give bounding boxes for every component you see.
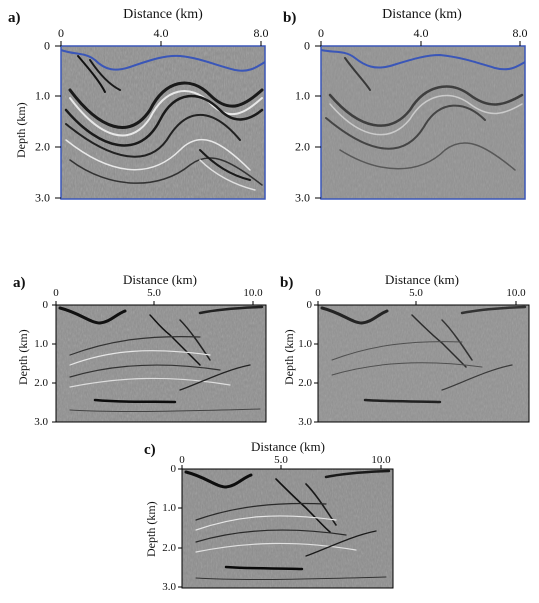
figure-top-b: b) Distance (km) 0 4.0 8.0 0 1.0 2.0 3.0 xyxy=(270,0,539,210)
y-tick-label: 1.0 xyxy=(34,338,48,350)
y-tick-label: 3.0 xyxy=(295,190,310,205)
water-bottom-line xyxy=(60,49,266,72)
y-tick-label: 0 xyxy=(44,38,50,53)
noise-texture xyxy=(321,46,525,199)
x-axis-title: Distance (km) xyxy=(122,272,198,287)
water-bottom-line xyxy=(320,49,526,71)
y-tick-label: 1.0 xyxy=(295,88,310,103)
panel-label: a) xyxy=(8,10,21,26)
y-tick-label: 0 xyxy=(306,299,313,311)
image-frame xyxy=(317,304,530,423)
x-tick-label: 8.0 xyxy=(253,26,269,40)
axis-ticks xyxy=(52,301,254,423)
y-tick-label: 0 xyxy=(304,38,310,53)
y-tick-label: 2.0 xyxy=(34,377,48,389)
axis-ticks xyxy=(178,465,382,588)
figure-bottom-a: a) Distance (km) Depth (km) 0 5.0 10.0 0… xyxy=(0,265,270,435)
x-tick-label: 5.0 xyxy=(274,454,288,466)
y-tick-label: 3.0 xyxy=(35,190,50,205)
image-frame xyxy=(181,468,394,589)
x-tick-label: 10.0 xyxy=(371,454,391,466)
y-tick-label: 3.0 xyxy=(34,416,48,428)
x-tick-label: 0 xyxy=(53,287,59,299)
x-tick-label: 8.0 xyxy=(512,26,528,40)
seismic-image xyxy=(178,465,394,589)
x-axis-title: Distance (km) xyxy=(123,7,203,22)
seismic-image xyxy=(315,41,526,200)
x-tick-label: 4.0 xyxy=(153,26,169,40)
x-tick-label: 0 xyxy=(58,26,64,40)
seismic-image xyxy=(314,301,530,423)
y-tick-label: 0 xyxy=(170,463,177,475)
axis-ticks xyxy=(314,301,517,423)
panel-label: a) xyxy=(13,275,26,291)
x-tick-label: 0 xyxy=(318,26,324,40)
panel-label: c) xyxy=(144,442,156,458)
reflectors xyxy=(64,55,264,191)
y-tick-label: 2.0 xyxy=(298,377,312,389)
image-frame xyxy=(55,304,267,423)
x-tick-label: 10.0 xyxy=(243,287,263,299)
axis-ticks xyxy=(55,41,262,199)
x-tick-label: 10.0 xyxy=(506,287,526,299)
y-tick-label: 3.0 xyxy=(162,581,176,593)
reflectors xyxy=(320,305,527,404)
image-frame xyxy=(60,45,266,200)
y-tick-label: 2.0 xyxy=(162,542,176,554)
x-tick-label: 5.0 xyxy=(409,287,423,299)
figure-bottom-c: c) Distance (km) Depth (km) 0 5.0 10.0 0… xyxy=(130,432,400,603)
reflectors xyxy=(184,469,391,581)
reflectors xyxy=(325,57,524,171)
y-tick-label: 2.0 xyxy=(295,139,310,154)
panel-label: b) xyxy=(283,10,297,26)
noise-texture xyxy=(56,305,266,422)
x-axis-title: Distance (km) xyxy=(384,272,460,287)
seismic-image xyxy=(52,301,267,423)
y-tick-label: 0 xyxy=(42,299,49,311)
noise-texture xyxy=(318,305,529,422)
x-axis-title: Distance (km) xyxy=(382,7,462,22)
x-tick-label: 0 xyxy=(315,287,321,299)
y-tick-label: 3.0 xyxy=(298,416,312,428)
axis-ticks xyxy=(315,41,521,199)
seismic-image xyxy=(55,41,266,200)
image-frame xyxy=(320,45,526,200)
y-tick-label: 2.0 xyxy=(35,139,50,154)
panel-label: b) xyxy=(280,275,294,291)
x-axis-title: Distance (km) xyxy=(250,439,326,454)
x-tick-label: 4.0 xyxy=(413,26,429,40)
noise-texture xyxy=(182,469,393,588)
x-tick-label: 5.0 xyxy=(147,287,161,299)
reflectors xyxy=(58,305,264,413)
y-tick-label: 1.0 xyxy=(298,338,312,350)
y-tick-label: 1.0 xyxy=(162,502,176,514)
x-tick-label: 0 xyxy=(179,454,185,466)
figure-bottom-b: b) Distance (km) Depth (km) 0 5.0 10.0 0… xyxy=(270,265,539,435)
figure-top-a: a) Distance (km) Depth (km) 0 4.0 8.0 0 … xyxy=(0,0,270,210)
y-tick-label: 1.0 xyxy=(35,88,50,103)
